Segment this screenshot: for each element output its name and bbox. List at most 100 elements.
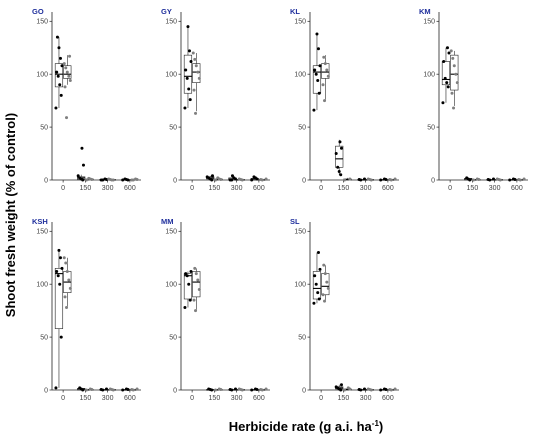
data-point — [445, 81, 449, 85]
y-tick-label: 0 — [302, 387, 306, 394]
data-point — [197, 287, 201, 291]
data-point — [194, 111, 198, 115]
box-600-s0 — [121, 177, 130, 182]
y-axis-title: Shoot fresh weight (% of control) — [3, 113, 18, 317]
y-tick-label: 100 — [36, 72, 48, 79]
box-600-s1 — [387, 177, 397, 182]
box-300-s0 — [357, 387, 366, 392]
data-point — [192, 298, 196, 302]
data-point — [338, 140, 342, 144]
data-point — [522, 177, 526, 181]
data-point — [62, 62, 66, 66]
panel-grid: GO 0 50 100 150 0 150 300 600 GY 0 50 100 150 0 150 300 6… — [32, 7, 528, 402]
x-axis-title-main: Herbicide rate (g a.i. ha — [229, 419, 373, 434]
box-0-s1 — [62, 54, 72, 120]
x-tick-label: 150 — [80, 395, 92, 402]
x-tick-label: 300 — [489, 185, 501, 192]
y-tick-label: 150 — [165, 19, 177, 26]
data-point — [393, 387, 397, 391]
y-tick-label: 50 — [427, 124, 435, 131]
data-point — [323, 299, 327, 303]
data-point — [183, 106, 187, 110]
box-0-s0 — [312, 32, 322, 112]
data-point — [313, 68, 317, 72]
panel-label: KSH — [32, 217, 48, 226]
data-point — [124, 387, 128, 391]
box-0-s0 — [312, 250, 322, 305]
data-point — [187, 282, 191, 286]
y-tick-label: 100 — [423, 72, 435, 79]
data-point — [104, 387, 108, 391]
data-point — [452, 106, 456, 110]
data-point — [103, 177, 107, 181]
x-tick-label: 600 — [253, 395, 265, 402]
data-point — [339, 383, 343, 387]
data-point — [362, 387, 366, 391]
data-point — [237, 177, 241, 181]
data-point — [230, 174, 234, 178]
data-point — [64, 66, 68, 70]
panel-ksh: KSH 0 50 100 150 0 150 300 600 — [32, 217, 141, 402]
data-point — [316, 291, 320, 295]
x-tick-label: 600 — [511, 185, 523, 192]
box-600-s1 — [129, 387, 139, 392]
data-point — [318, 64, 322, 68]
data-point — [58, 56, 62, 60]
box-150-s0 — [77, 386, 86, 392]
data-point — [445, 46, 449, 50]
data-point — [214, 388, 218, 392]
box-600-s0 — [250, 175, 259, 182]
data-point — [508, 178, 512, 182]
panel-label: KL — [290, 7, 300, 16]
x-tick-label: 0 — [448, 185, 452, 192]
data-point — [196, 278, 200, 282]
data-point — [62, 256, 66, 260]
data-point — [233, 387, 237, 391]
y-tick-label: 150 — [423, 19, 435, 26]
data-point — [60, 64, 64, 68]
data-point — [264, 177, 268, 181]
data-point — [382, 387, 386, 391]
data-point — [197, 76, 201, 80]
data-point — [326, 74, 330, 78]
data-point — [336, 165, 340, 169]
box-150-s1 — [85, 387, 94, 392]
box-0-s0 — [54, 248, 64, 390]
box-0-s0 — [54, 35, 64, 110]
data-point — [55, 269, 59, 273]
data-point — [67, 74, 71, 78]
data-point — [183, 305, 187, 309]
box-300-s0 — [228, 387, 237, 392]
x-tick-label: 0 — [319, 395, 323, 402]
data-point — [191, 51, 195, 55]
data-point — [228, 387, 232, 391]
y-tick-label: 0 — [44, 177, 48, 184]
box-300-s1 — [365, 177, 374, 182]
y-tick-label: 50 — [169, 334, 177, 341]
y-tick-label: 150 — [294, 229, 306, 236]
box-300-s1 — [107, 177, 116, 182]
data-point — [78, 176, 82, 180]
box-600-s0 — [250, 387, 259, 392]
box-300-s0 — [99, 387, 108, 392]
box-body — [183, 273, 193, 300]
data-point — [58, 256, 62, 260]
panel-kl: KL 0 50 100 150 0 150 300 600 — [290, 7, 399, 192]
data-point — [237, 387, 241, 391]
data-point — [475, 177, 479, 181]
x-tick-label: 150 — [467, 185, 479, 192]
box-body — [54, 268, 64, 329]
box-600-s0 — [379, 387, 388, 392]
box-body — [192, 63, 201, 83]
data-point — [123, 177, 127, 181]
y-tick-label: 0 — [431, 177, 435, 184]
data-point — [57, 248, 61, 252]
data-point — [108, 387, 112, 391]
data-point — [491, 177, 495, 181]
box-300-s0 — [228, 174, 237, 182]
data-point — [130, 387, 134, 391]
data-point — [313, 274, 317, 278]
x-tick-label: 600 — [124, 395, 136, 402]
data-point — [382, 177, 386, 181]
